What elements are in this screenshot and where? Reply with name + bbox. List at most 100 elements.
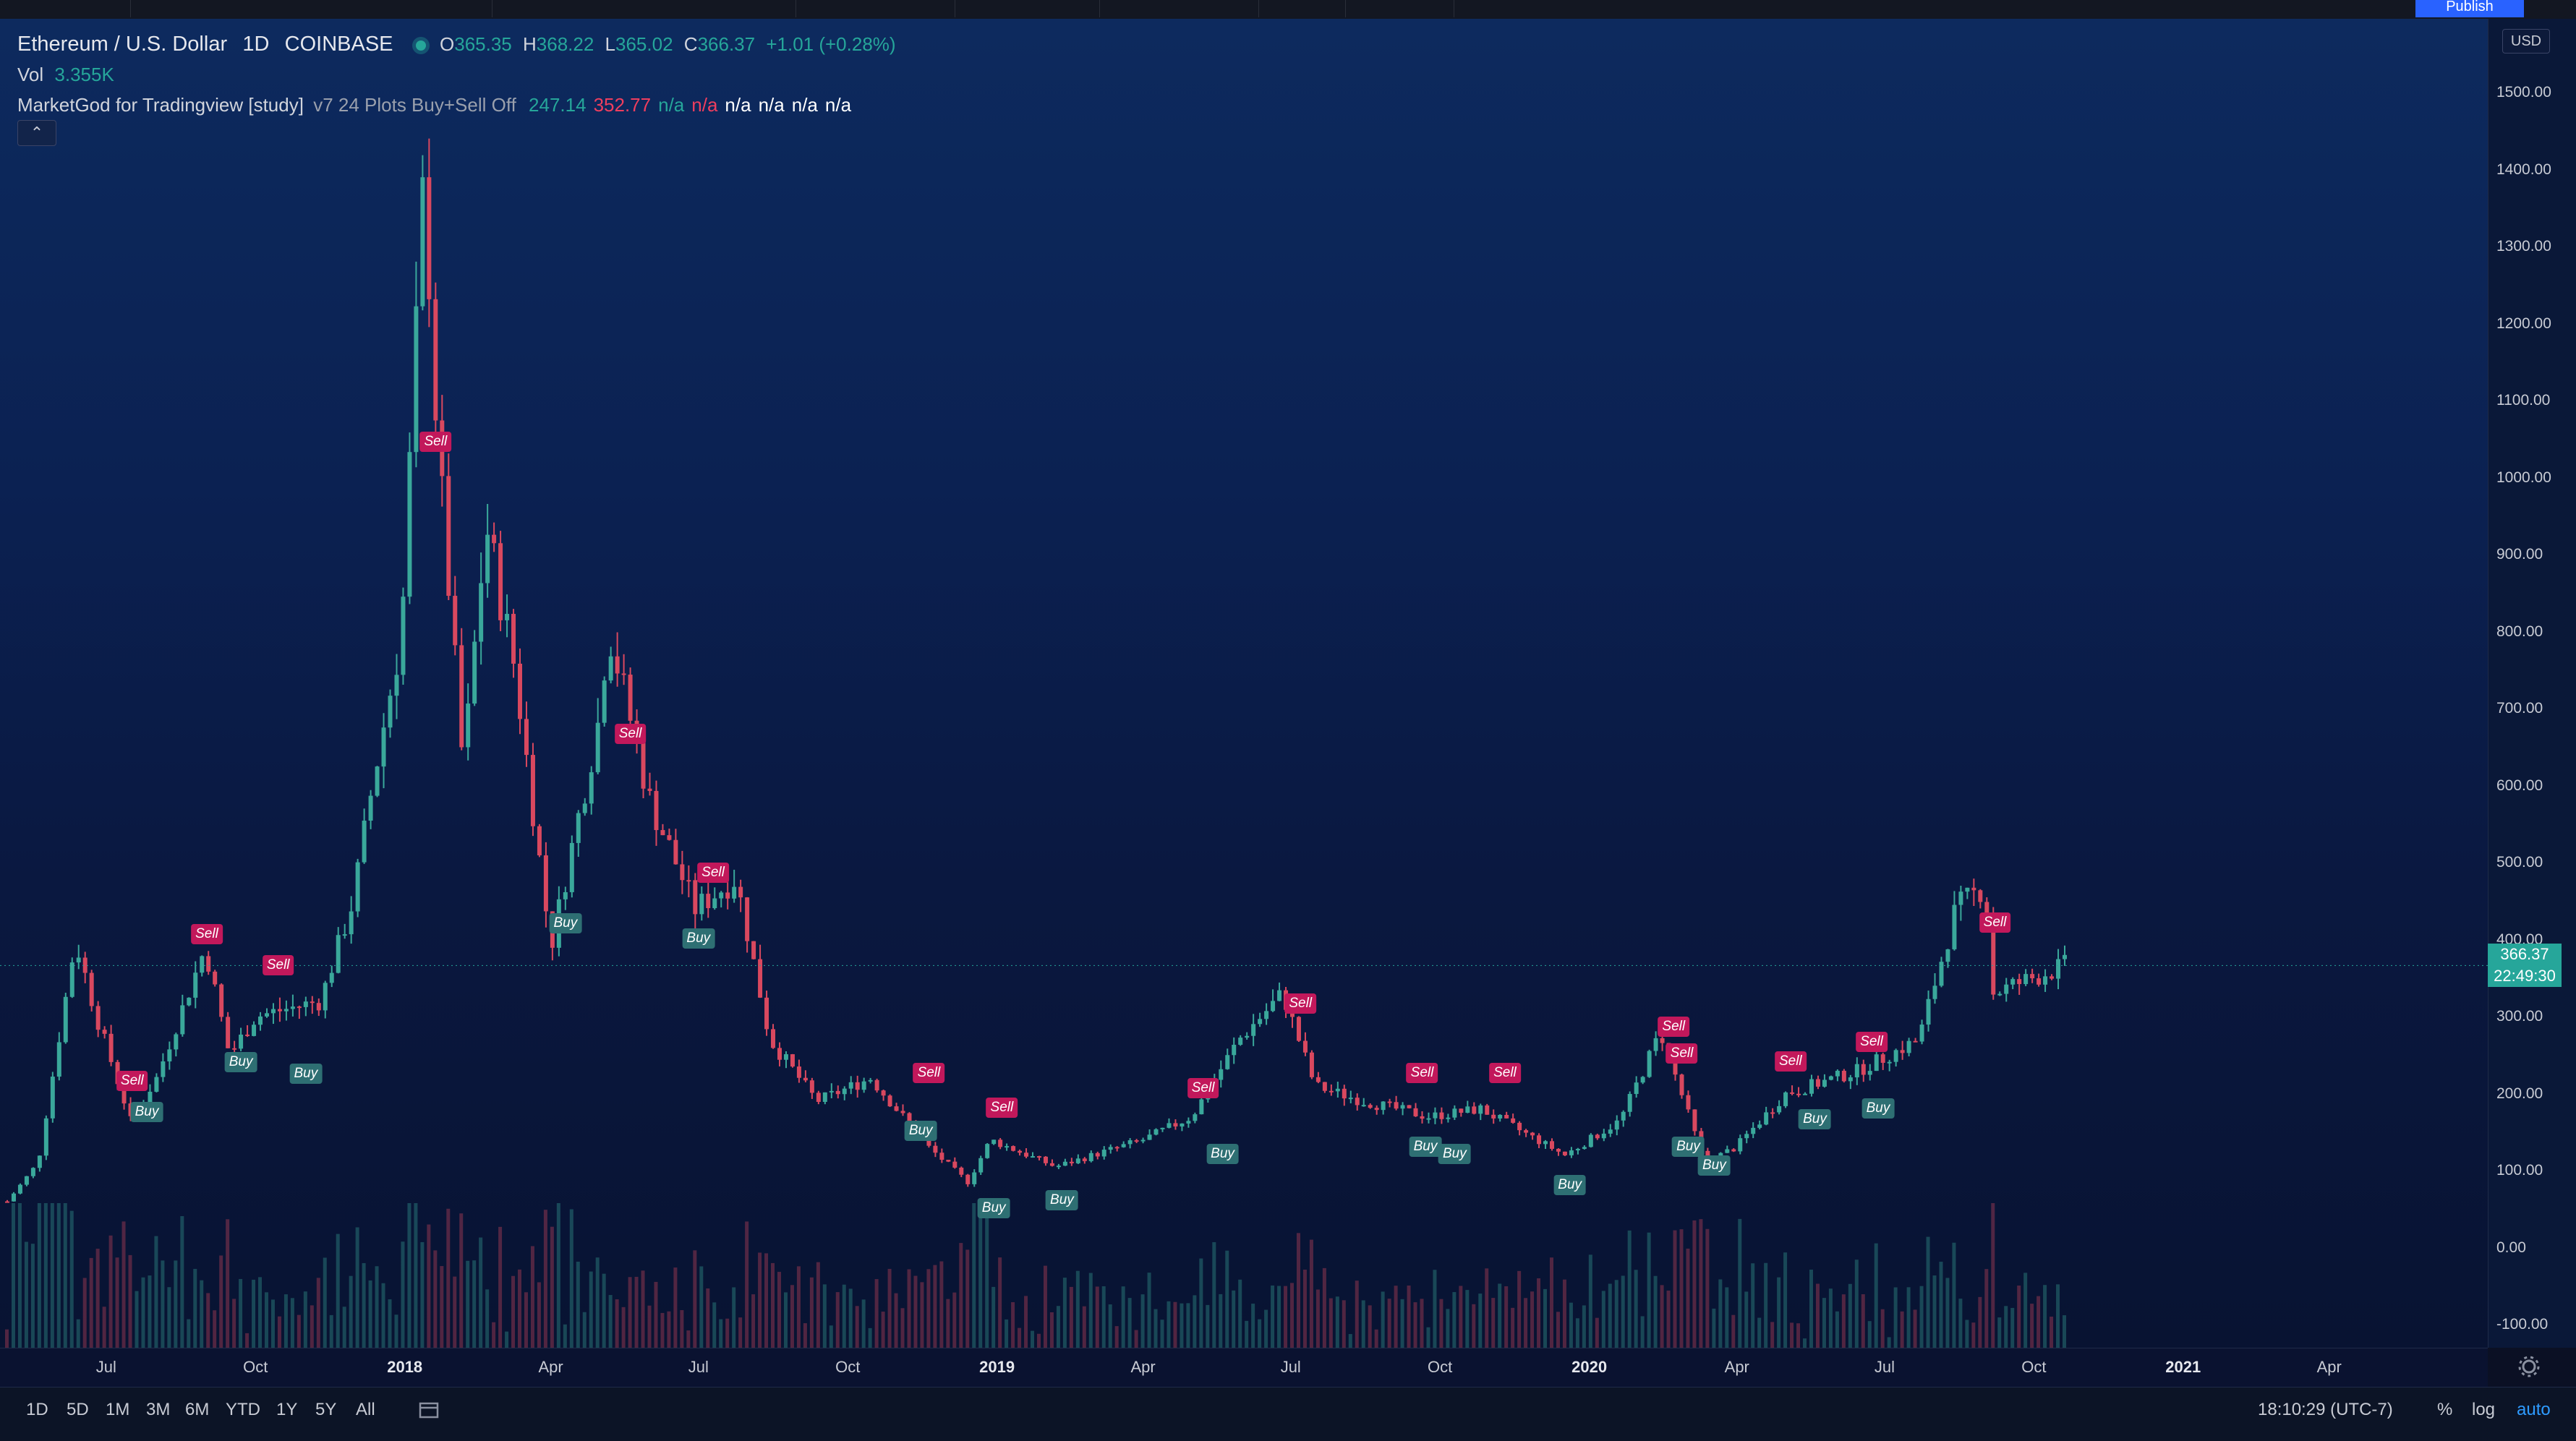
- volume-bar: [252, 1279, 256, 1348]
- volume-bar: [1556, 1312, 1560, 1348]
- candle-body: [926, 1138, 931, 1146]
- volume-bar: [790, 1285, 794, 1348]
- sell-signal-marker: Sell: [614, 724, 647, 745]
- volume-bar: [1900, 1311, 1904, 1348]
- volume-legend-row[interactable]: Vol 3.355K: [17, 59, 896, 90]
- sell-signal-marker: Sell: [1774, 1051, 1807, 1072]
- range-button-5d[interactable]: 5D: [67, 1400, 89, 1419]
- alert-button[interactable]: [1258, 0, 1346, 17]
- volume-bar: [63, 1203, 67, 1348]
- volume-bar: [719, 1319, 723, 1348]
- volume-bar: [1478, 1294, 1483, 1348]
- time-scale[interactable]: [0, 1348, 2488, 1387]
- candle-body: [1160, 1127, 1165, 1129]
- volume-bar: [939, 1261, 944, 1348]
- candle-body: [95, 1006, 101, 1030]
- chart-pane[interactable]: Sell Buy Sell Buy Sell Buy Sell Buy Sell Buy Sell S…: [0, 19, 2488, 1348]
- candle-body: [1939, 962, 1944, 986]
- calendar-goto-icon[interactable]: [418, 1400, 440, 1420]
- indicators-button[interactable]: [796, 0, 955, 17]
- volume-bar: [206, 1293, 210, 1348]
- candle-body: [1328, 1090, 1334, 1092]
- volume-bar: [1660, 1285, 1664, 1348]
- financials-button[interactable]: [955, 0, 1100, 17]
- volume-bar: [1608, 1283, 1612, 1348]
- gear-icon[interactable]: [2517, 1354, 2541, 1379]
- buy-signal-marker: Buy: [549, 912, 582, 933]
- volume-bar: [978, 1213, 983, 1348]
- candle-body: [673, 839, 678, 865]
- volume-bar: [1322, 1267, 1326, 1348]
- templates-button[interactable]: [1099, 0, 1259, 17]
- volume-bar: [1997, 1317, 2002, 1348]
- volume-bar: [1036, 1333, 1041, 1348]
- volume-bar: [1945, 1278, 1950, 1348]
- candle-body: [1582, 1147, 1587, 1149]
- range-button-all[interactable]: All: [356, 1400, 375, 1419]
- range-button-3m[interactable]: 3M: [146, 1400, 171, 1419]
- candle-body: [1271, 1001, 1276, 1012]
- range-button-5y[interactable]: 5Y: [315, 1400, 337, 1419]
- clock-timezone[interactable]: 18:10:29 (UTC-7): [2258, 1400, 2393, 1419]
- time-tick-label: Oct: [1428, 1358, 1453, 1376]
- candle-body: [1738, 1138, 1743, 1152]
- price-tick-label: 500.00: [2496, 854, 2543, 871]
- publish-button[interactable]: Publish: [2415, 0, 2524, 17]
- range-button-1y[interactable]: 1Y: [276, 1400, 298, 1419]
- volume-bar: [1134, 1330, 1138, 1348]
- candle-body: [939, 1153, 944, 1160]
- sell-signal-marker: Sell: [262, 954, 294, 975]
- volume-bar: [576, 1262, 580, 1348]
- candle-body: [1848, 1077, 1853, 1082]
- candle-body: [569, 842, 574, 892]
- range-button-1d[interactable]: 1D: [26, 1400, 48, 1419]
- volume-bar: [1212, 1242, 1216, 1348]
- candle-body: [1095, 1153, 1100, 1157]
- candle-body: [589, 772, 594, 804]
- range-button-6m[interactable]: 6M: [185, 1400, 210, 1419]
- interval-buttons[interactable]: [130, 0, 492, 17]
- candle-body: [1075, 1158, 1080, 1163]
- legend-collapse-button[interactable]: ⌃: [17, 120, 56, 146]
- candle-body: [1913, 1040, 1918, 1043]
- price-tick-label: 1400.00: [2496, 161, 2551, 178]
- candle-body: [1088, 1153, 1093, 1161]
- range-button-ytd[interactable]: YTD: [226, 1400, 260, 1419]
- range-button-1m[interactable]: 1M: [106, 1400, 130, 1419]
- indicator-legend-row[interactable]: MarketGod for Tradingview [study] v7 24 …: [17, 90, 896, 120]
- buy-signal-marker: Buy: [1672, 1136, 1705, 1157]
- auto-scale-toggle[interactable]: auto: [2517, 1400, 2551, 1419]
- time-tick-label: 2019: [979, 1358, 1015, 1376]
- volume-bar: [2037, 1296, 2041, 1348]
- volume-bar: [2023, 1273, 2028, 1348]
- candle-body: [790, 1054, 795, 1067]
- volume-bar: [115, 1257, 119, 1348]
- volume-bar: [193, 1268, 197, 1348]
- candle-body: [881, 1090, 886, 1096]
- candle-body: [1673, 1053, 1678, 1075]
- volume-bar: [1284, 1286, 1288, 1348]
- candle-body: [907, 1113, 912, 1124]
- candle-body: [453, 596, 458, 646]
- volume-bar: [2043, 1285, 2047, 1348]
- volume-bar: [946, 1299, 950, 1348]
- symbol-legend-row[interactable]: Ethereum / U.S. Dollar 1D COINBASE O365.…: [17, 29, 896, 59]
- sell-signal-marker: Sell: [1979, 912, 2011, 933]
- currency-badge[interactable]: USD: [2502, 29, 2550, 54]
- volume-bar: [1679, 1229, 1684, 1348]
- volume-bar: [1271, 1285, 1275, 1348]
- volume-bar: [323, 1257, 327, 1348]
- price-scale[interactable]: [2488, 19, 2576, 1348]
- candle-body: [1465, 1106, 1470, 1113]
- compare-button[interactable]: [651, 0, 796, 17]
- volume-bar: [1848, 1283, 1852, 1348]
- volume-bar: [1251, 1304, 1255, 1348]
- candle-body: [1069, 1161, 1074, 1163]
- replay-button[interactable]: [1345, 0, 1454, 17]
- price-chart[interactable]: [0, 19, 2488, 1348]
- log-scale-toggle[interactable]: log: [2472, 1400, 2496, 1419]
- volume-bar: [89, 1257, 93, 1348]
- percent-scale-toggle[interactable]: %: [2437, 1400, 2453, 1419]
- symbol-search-button[interactable]: [0, 0, 131, 17]
- candle-body: [758, 959, 763, 998]
